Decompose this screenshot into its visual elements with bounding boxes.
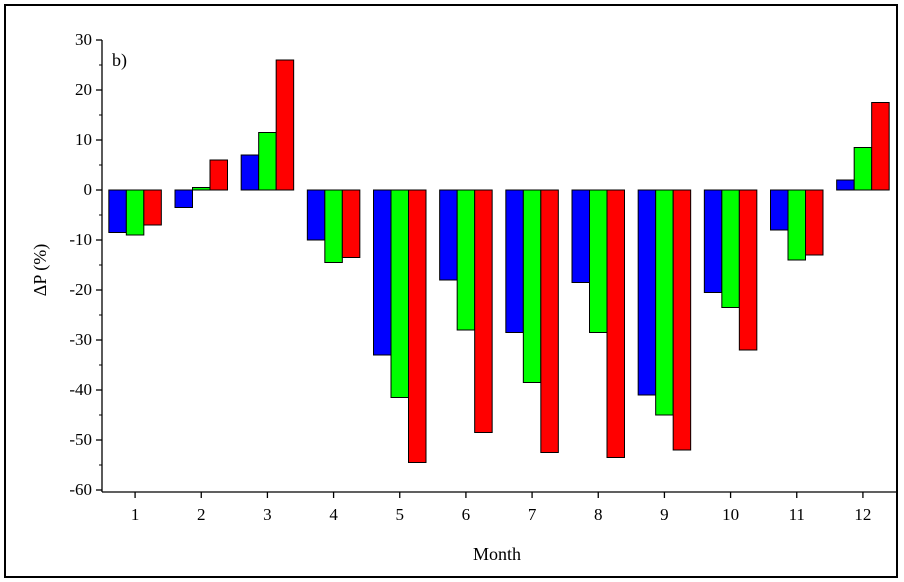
x-axis-title: Month: [473, 544, 521, 564]
bar: [306, 189, 326, 241]
bar: [324, 189, 343, 263]
bar: [240, 154, 260, 191]
y-tick-label: 10: [75, 130, 92, 149]
y-axis-title: ΔP (%): [30, 244, 51, 296]
bar: [408, 189, 427, 463]
bar: [456, 189, 476, 331]
x-tick-label: 2: [197, 505, 206, 524]
bar: [589, 189, 608, 333]
bar: [721, 189, 740, 308]
y-tick-label: -30: [69, 330, 92, 349]
chart-frame: 30 20 10 0 -10 -20 -30 -40 -50 -60 1 2 3 4 5 6 7 8 9 10 11 12…: [4, 4, 898, 578]
bar: [275, 59, 295, 191]
bar: [125, 189, 145, 236]
bar: [805, 189, 824, 256]
y-tick-label: 0: [84, 180, 93, 199]
bar: [143, 189, 162, 226]
y-tick-label: 20: [75, 80, 92, 99]
bar: [606, 189, 625, 458]
x-tick-label: 4: [329, 505, 338, 524]
bar: [770, 189, 789, 231]
y-tick-label: -60: [69, 480, 92, 499]
bar: [373, 189, 392, 356]
bar: [474, 189, 493, 433]
bar: [540, 189, 559, 453]
x-tick-label: 6: [462, 505, 471, 524]
bar: [787, 189, 806, 261]
x-tick-label: 1: [131, 505, 140, 524]
x-tick-label: 11: [789, 505, 805, 524]
bar: [655, 189, 674, 416]
bar: [192, 187, 211, 191]
bar: [672, 189, 692, 451]
bar: [209, 159, 228, 191]
bar: [174, 189, 193, 208]
x-tick-label: 9: [660, 505, 669, 524]
bar: [341, 189, 361, 258]
bar: [522, 189, 542, 383]
x-tick-label: 8: [594, 505, 603, 524]
x-tick-label: 5: [396, 505, 405, 524]
bar: [637, 189, 657, 396]
bar: [439, 189, 458, 281]
y-tick-label: -50: [69, 430, 92, 449]
bar: [836, 179, 855, 191]
y-tick-label: -40: [69, 380, 92, 399]
panel-label: b): [112, 50, 127, 71]
bar: [738, 189, 758, 351]
x-tick-label: 3: [263, 505, 272, 524]
y-tick-label: -20: [69, 280, 92, 299]
bar: [258, 132, 277, 191]
bar: [390, 189, 409, 398]
x-tick-label: 10: [722, 505, 739, 524]
x-tick-label: 12: [854, 505, 871, 524]
bar: [703, 189, 723, 293]
bar: [505, 189, 524, 333]
y-tick-label: -10: [69, 230, 92, 249]
bar: [871, 102, 890, 191]
bar: [571, 189, 590, 283]
x-tick-label: 7: [528, 505, 537, 524]
bar: [108, 189, 127, 233]
bar: [853, 147, 873, 191]
bars: [108, 59, 890, 463]
y-tick-label: 30: [75, 30, 92, 49]
